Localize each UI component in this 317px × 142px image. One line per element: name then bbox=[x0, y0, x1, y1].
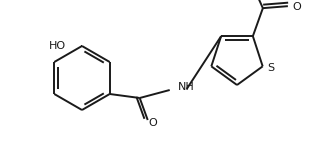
Text: HO: HO bbox=[49, 41, 66, 51]
Text: O: O bbox=[148, 118, 157, 128]
Text: NH: NH bbox=[178, 82, 194, 92]
Text: S: S bbox=[268, 63, 275, 73]
Text: O: O bbox=[293, 2, 301, 12]
